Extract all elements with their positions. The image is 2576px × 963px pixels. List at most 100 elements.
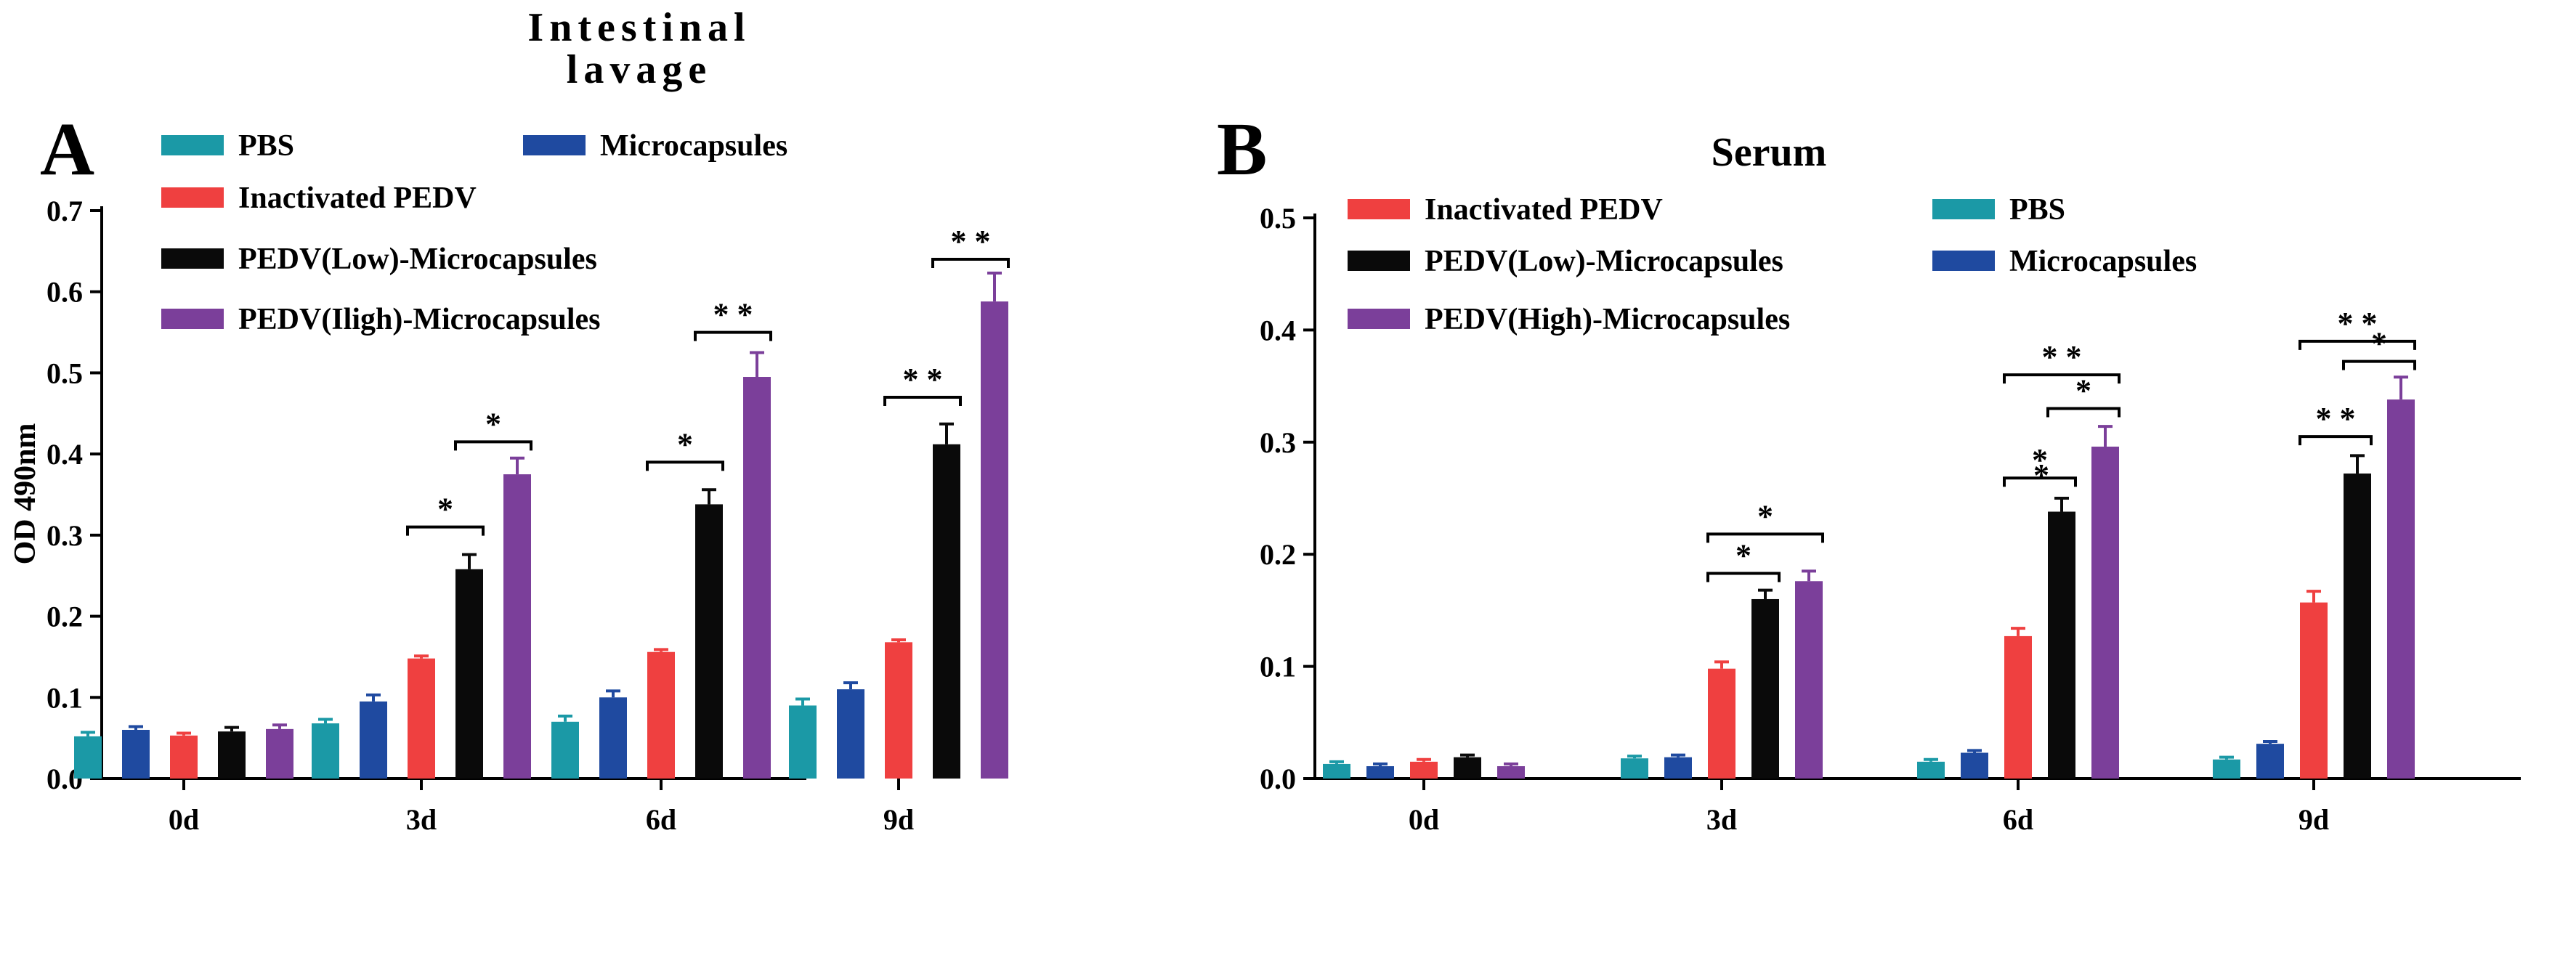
legend-label: PEDV(Iligh)-Microcapsules xyxy=(238,303,601,336)
y-tick-label: 0.4 xyxy=(46,438,83,471)
legend-label: Inactivated PEDV xyxy=(1425,193,1663,227)
legend-label: PBS xyxy=(2009,193,2065,227)
significance-bracket xyxy=(406,525,485,536)
bar-pbs-6d xyxy=(1917,761,1945,779)
significance-bracket xyxy=(2046,407,2121,418)
significance-label: * xyxy=(677,426,693,462)
significance-label: * * xyxy=(2338,306,2378,341)
bar-pedv-low-microcapsules-3d xyxy=(1751,598,1779,779)
legend-swatch-pedv-high-microcapsules xyxy=(1348,309,1410,329)
legend-label: PEDV(High)-Microcapsules xyxy=(1425,303,1790,336)
legend-label: Inactivated PEDV xyxy=(238,182,477,215)
bar-microcapsules-3d xyxy=(1664,757,1692,779)
y-tick-label: 0.1 xyxy=(46,681,83,714)
legend-swatch-inactivated-pedv xyxy=(161,187,224,208)
bar-pbs-3d xyxy=(312,723,339,779)
bar-microcapsules-0d xyxy=(1366,766,1394,779)
bar-pedv-high-microcapsules-9d xyxy=(981,301,1008,779)
bar-microcapsules-9d xyxy=(837,689,864,779)
bar-pedv-high-microcapsules-0d xyxy=(1497,766,1525,779)
bar-inactivated-pedv-9d xyxy=(2300,602,2328,779)
chart-title: lavage xyxy=(567,47,712,92)
legend-label: Microcapsules xyxy=(600,129,787,163)
significance-label: * xyxy=(1757,498,1773,534)
legend-label: Microcapsules xyxy=(2009,245,2197,278)
x-tick-label: 6d xyxy=(646,803,676,836)
significance-bracket xyxy=(883,395,962,406)
y-tick-label: 0.7 xyxy=(46,195,83,227)
significance-label: * * xyxy=(951,224,991,259)
significance-bracket xyxy=(1706,572,1781,582)
bar-pedv-high-microcapsules-3d xyxy=(1795,581,1823,779)
significance-bracket xyxy=(2003,476,2077,487)
y-tick-label: 0.1 xyxy=(1260,651,1296,683)
legend-swatch-inactivated-pedv xyxy=(1348,199,1410,219)
chart-title: Intestinal xyxy=(527,5,750,50)
y-axis-label: OD 490nm xyxy=(9,423,42,565)
y-tick-label: 0.3 xyxy=(46,519,83,552)
x-tick-label: 3d xyxy=(406,803,437,836)
bar-pedv-low-microcapsules-9d xyxy=(933,444,960,779)
legend-swatch-pbs xyxy=(161,135,224,155)
x-tick-label: 3d xyxy=(1706,803,1737,836)
significance-label: * xyxy=(485,406,501,442)
significance-bracket xyxy=(1706,532,1824,543)
bar-pbs-0d xyxy=(1323,763,1350,779)
legend-swatch-microcapsules xyxy=(1932,251,1995,271)
legend-swatch-pbs xyxy=(1932,199,1995,219)
x-tick-label: 6d xyxy=(2003,803,2033,836)
bar-inactivated-pedv-3d xyxy=(1708,668,1735,779)
bar-pedv-low-microcapsules-6d xyxy=(2048,511,2075,779)
bar-inactivated-pedv-0d xyxy=(170,735,198,779)
bar-inactivated-pedv-6d xyxy=(2004,635,2032,779)
legend-swatch-pedv-high-microcapsules xyxy=(161,309,224,329)
significance-bracket xyxy=(2298,435,2373,446)
panel-letter: A xyxy=(40,107,94,191)
bar-pbs-3d xyxy=(1621,758,1648,779)
bar-inactivated-pedv-6d xyxy=(647,651,675,779)
bar-pbs-0d xyxy=(74,736,102,779)
bar-pedv-high-microcapsules-0d xyxy=(266,728,293,779)
bar-inactivated-pedv-9d xyxy=(885,642,912,779)
y-tick-label: 0.2 xyxy=(46,601,83,633)
x-tick-label: 0d xyxy=(1409,803,1439,836)
x-tick-label: 0d xyxy=(169,803,199,836)
bar-inactivated-pedv-3d xyxy=(408,658,435,779)
legend-swatch-pedv-low-microcapsules xyxy=(161,248,224,269)
x-tick-label: 9d xyxy=(883,803,914,836)
y-tick-label: 0.5 xyxy=(46,357,83,389)
bar-microcapsules-6d xyxy=(1961,752,1988,779)
significance-bracket xyxy=(2342,359,2416,370)
bar-microcapsules-3d xyxy=(360,701,387,779)
legend-label: PEDV(Low)-Microcapsules xyxy=(1425,245,1783,278)
significance-label: * * xyxy=(903,362,943,397)
significance-bracket xyxy=(2003,373,2121,384)
bar-microcapsules-6d xyxy=(599,697,627,779)
bar-pedv-high-microcapsules-9d xyxy=(2387,399,2415,779)
bar-pedv-low-microcapsules-3d xyxy=(455,569,483,779)
bar-pbs-9d xyxy=(789,705,817,779)
bar-pedv-high-microcapsules-6d xyxy=(2091,446,2119,779)
significance-label: * xyxy=(2032,442,2048,478)
chart-title: Serum xyxy=(1712,130,1827,175)
bar-pbs-9d xyxy=(2213,759,2240,779)
bar-pedv-high-microcapsules-6d xyxy=(743,377,771,779)
legend-label: PBS xyxy=(238,129,294,163)
significance-label: * xyxy=(2371,326,2387,362)
significance-label: * * xyxy=(2042,339,2082,375)
bar-pbs-6d xyxy=(551,721,579,779)
legend-label: PEDV(Low)-Microcapsules xyxy=(238,243,597,276)
significance-bracket xyxy=(646,460,724,471)
significance-label: * xyxy=(2075,373,2091,408)
bar-pedv-high-microcapsules-3d xyxy=(503,474,531,779)
y-tick-label: 0.4 xyxy=(1260,314,1296,346)
x-tick-label: 9d xyxy=(2298,803,2329,836)
bar-pedv-low-microcapsules-0d xyxy=(218,731,246,779)
bar-inactivated-pedv-0d xyxy=(1410,761,1438,779)
significance-bracket xyxy=(454,440,532,451)
bar-pedv-low-microcapsules-9d xyxy=(2344,474,2371,779)
panel-letter: B xyxy=(1217,107,1267,191)
